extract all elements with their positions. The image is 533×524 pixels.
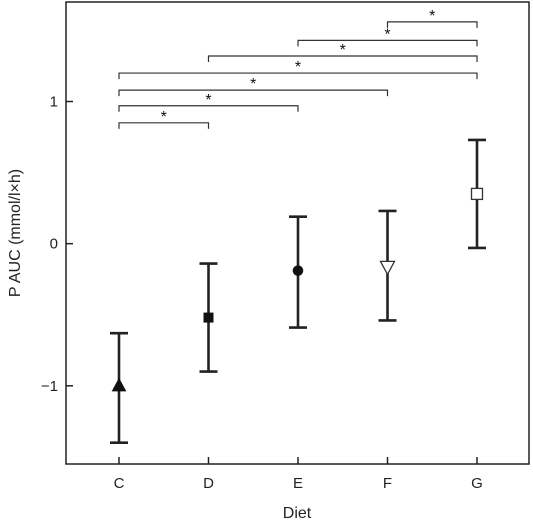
x-tick-label: C xyxy=(114,475,125,492)
significance-bracket xyxy=(118,122,210,129)
significance-bracket xyxy=(297,39,478,47)
data-point-open-square xyxy=(470,187,484,201)
significance-star: * xyxy=(161,109,167,126)
significance-bracket xyxy=(386,21,478,28)
y-tick-label: 0 xyxy=(50,236,58,253)
data-point-triangle xyxy=(111,377,127,392)
x-axis-label: Diet xyxy=(283,505,312,522)
y-tick-label: 1 xyxy=(50,94,58,111)
x-tick-label: G xyxy=(471,475,483,492)
y-axis-label: P AUC (mmol/l×h) xyxy=(7,169,24,297)
data-markers xyxy=(111,187,484,392)
significance-bracket xyxy=(118,105,299,112)
y-tick-label: −1 xyxy=(41,378,58,395)
significance-bracket xyxy=(118,89,389,97)
x-tick-label: F xyxy=(383,475,392,492)
x-tick-label: D xyxy=(203,475,214,492)
significance-star: * xyxy=(205,92,211,109)
data-point-circle xyxy=(292,265,304,276)
data-point-triangle-down xyxy=(379,260,396,276)
significance-brackets: * * * * * * * xyxy=(118,8,478,129)
significance-star: * xyxy=(295,59,301,76)
significance-star: * xyxy=(384,26,390,43)
error-bars xyxy=(110,138,486,444)
data-point-square xyxy=(203,312,214,323)
x-axis: C D E F G xyxy=(114,457,483,492)
significance-bracket xyxy=(118,72,478,80)
significance-bracket xyxy=(207,55,478,63)
x-tick-label: E xyxy=(293,475,303,492)
significance-star: * xyxy=(340,42,346,59)
significance-star: * xyxy=(250,76,256,93)
significance-star: * xyxy=(429,8,435,25)
y-axis: 1 0 −1 xyxy=(41,94,73,395)
